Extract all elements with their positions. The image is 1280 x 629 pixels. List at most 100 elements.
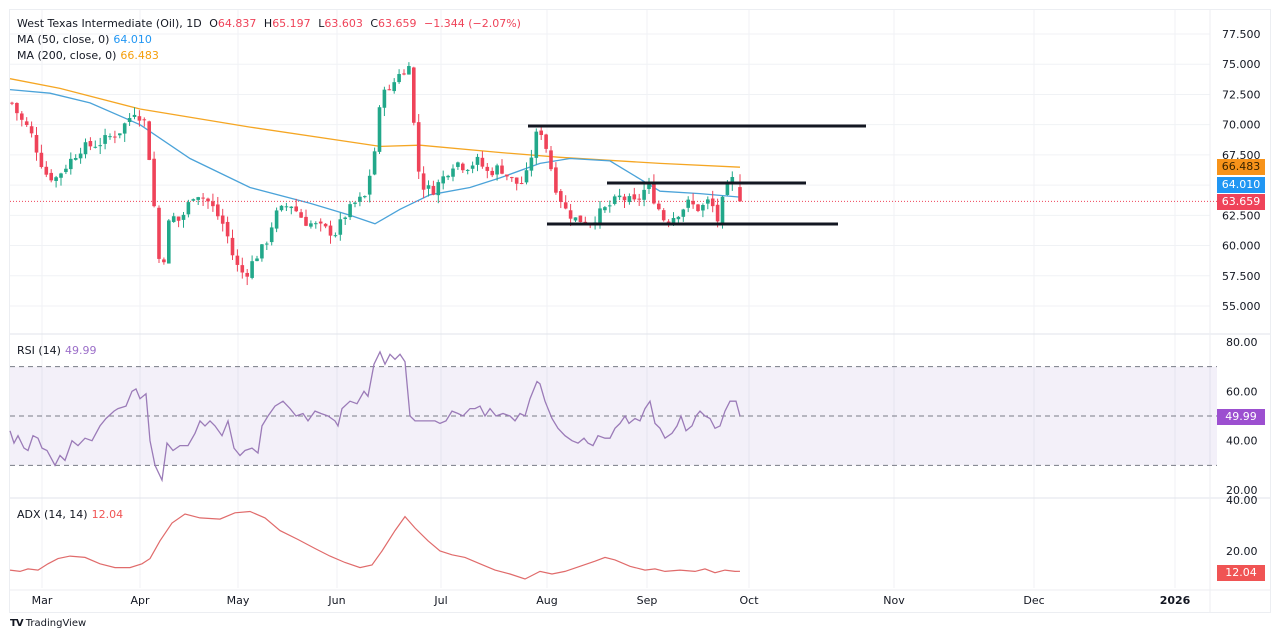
ma50-value: 64.010 bbox=[113, 33, 152, 46]
candle-body bbox=[451, 168, 455, 177]
candle-body bbox=[15, 102, 19, 114]
candle-body bbox=[73, 158, 78, 160]
candle-body bbox=[191, 199, 196, 201]
rsi-badge: 49.99 bbox=[1217, 409, 1265, 425]
candle-body bbox=[98, 145, 102, 147]
adx-legend[interactable]: ADX (14, 14) 12.04 bbox=[17, 508, 124, 521]
candle-body bbox=[245, 272, 249, 277]
candle-body bbox=[426, 185, 431, 189]
candle-body bbox=[250, 261, 254, 278]
candle-body bbox=[539, 130, 543, 135]
candle-body bbox=[294, 206, 298, 212]
candle-body bbox=[715, 204, 720, 222]
tradingview-logo[interactable]: TV TradingView bbox=[10, 618, 87, 629]
candle-body bbox=[220, 215, 225, 224]
candle-body bbox=[338, 219, 343, 235]
candle-body bbox=[103, 135, 107, 144]
candle-body bbox=[701, 204, 705, 211]
time-axis-label: Nov bbox=[883, 594, 905, 607]
price-axis-label: 62.500 bbox=[1222, 209, 1261, 222]
ma200-price-badge: 66.483 bbox=[1217, 159, 1265, 175]
candle-body bbox=[505, 174, 509, 177]
candle-body bbox=[657, 203, 661, 210]
adx-badge: 12.04 bbox=[1217, 565, 1265, 581]
candle-body bbox=[49, 172, 53, 181]
candle-body bbox=[201, 197, 205, 199]
candle-body bbox=[671, 217, 676, 225]
candle-body bbox=[612, 196, 617, 204]
candle-body bbox=[64, 168, 68, 173]
ma200-value: 66.483 bbox=[120, 49, 159, 62]
candle-body bbox=[681, 209, 686, 217]
candle-body bbox=[54, 177, 58, 181]
adx-axis-label: 40.00 bbox=[1226, 494, 1258, 507]
candle-body bbox=[465, 169, 470, 171]
candle-body bbox=[299, 212, 303, 218]
candle-body bbox=[377, 107, 382, 152]
candle-body bbox=[642, 189, 646, 200]
time-axis-label: Aug bbox=[536, 594, 557, 607]
candle-body bbox=[412, 67, 416, 123]
candle-body bbox=[265, 243, 269, 245]
candle-body bbox=[627, 196, 632, 203]
candle-body bbox=[431, 185, 436, 195]
candle-body bbox=[304, 216, 308, 226]
candle-body bbox=[529, 157, 534, 171]
candle-body bbox=[113, 136, 117, 138]
candle-body bbox=[230, 237, 235, 256]
candle-body bbox=[446, 175, 450, 178]
candle-body bbox=[372, 151, 377, 175]
candle-body bbox=[20, 113, 24, 120]
chart-frame bbox=[9, 9, 1271, 613]
candle-body bbox=[318, 221, 323, 224]
symbol-legend: West Texas Intermediate (Oil), 1D O64.83… bbox=[17, 17, 521, 30]
candle-body bbox=[29, 126, 34, 134]
ma50-price-badge: 64.010 bbox=[1217, 177, 1265, 193]
candle-body bbox=[137, 116, 142, 121]
rsi-value: 49.99 bbox=[64, 344, 97, 357]
ma50-legend[interactable]: MA (50, close, 0) 64.010 bbox=[17, 33, 152, 46]
time-axis-label: Sep bbox=[637, 594, 658, 607]
candle-body bbox=[358, 196, 362, 202]
candle-body bbox=[598, 208, 602, 224]
candle-body bbox=[421, 173, 426, 190]
candle-body bbox=[578, 215, 583, 223]
candle-body bbox=[274, 210, 279, 229]
ma200-legend[interactable]: MA (200, close, 0) 66.483 bbox=[17, 49, 159, 62]
candle-body bbox=[34, 134, 39, 153]
candle-body bbox=[416, 122, 421, 172]
rsi-legend[interactable]: RSI (14) 49.99 bbox=[17, 344, 97, 357]
candle-body bbox=[647, 183, 651, 189]
candle-body bbox=[456, 162, 460, 167]
high-value: 65.197 bbox=[272, 17, 311, 30]
candle-body bbox=[118, 133, 122, 136]
price-axis-label: 57.500 bbox=[1222, 270, 1261, 283]
candle-body bbox=[617, 195, 622, 198]
candle-body bbox=[279, 205, 284, 211]
candle-body bbox=[343, 217, 347, 219]
candle-body bbox=[691, 200, 695, 205]
candle-body bbox=[519, 183, 524, 185]
candle-body bbox=[490, 170, 494, 176]
candle-body bbox=[289, 206, 294, 209]
candle-body bbox=[514, 177, 519, 184]
candle-body bbox=[397, 74, 401, 83]
candle-body bbox=[534, 131, 539, 158]
candle-body bbox=[500, 165, 504, 174]
change-value: −1.344 (−2.07%) bbox=[424, 17, 521, 30]
adx-line bbox=[9, 510, 741, 580]
price-axis-label: 60.000 bbox=[1222, 240, 1261, 253]
candle-body bbox=[176, 216, 181, 221]
candle-body bbox=[738, 187, 742, 202]
candle-body bbox=[10, 102, 14, 104]
candle-body bbox=[563, 202, 568, 209]
candle-body bbox=[353, 202, 357, 204]
candle-body bbox=[255, 258, 259, 262]
candle-body bbox=[544, 134, 548, 149]
rsi-axis-label: 20.00 bbox=[1226, 484, 1258, 497]
candle-body bbox=[152, 158, 156, 207]
time-axis-label: Apr bbox=[130, 594, 150, 607]
candle-body bbox=[78, 153, 83, 159]
candle-body bbox=[710, 198, 715, 207]
